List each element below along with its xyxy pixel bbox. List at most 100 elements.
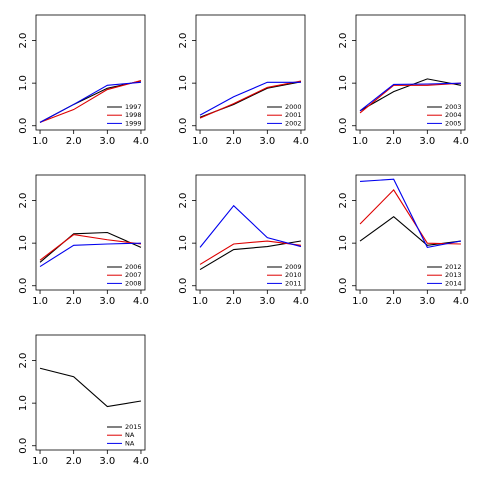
y-tick-label: 2.0 — [338, 33, 349, 49]
x-tick-label: 3.0 — [259, 296, 275, 307]
series-line — [39, 81, 142, 123]
series-line — [199, 81, 301, 116]
legend-label: 2014 — [445, 279, 462, 287]
series-line — [39, 80, 142, 123]
x-tick-label: 4.0 — [133, 296, 149, 307]
legend-label: 2013 — [445, 271, 462, 279]
legend-label: 2010 — [285, 271, 302, 279]
x-tick-label: 1.0 — [32, 456, 48, 467]
series-line — [199, 204, 302, 248]
x-tick-label: 4.0 — [293, 136, 309, 147]
y-tick-label: 1.0 — [18, 235, 29, 251]
x-tick-label: 3.0 — [419, 296, 435, 307]
legend-label: 2011 — [285, 279, 302, 287]
y-tick-label: 1.0 — [338, 235, 349, 251]
x-tick-label: 1.0 — [32, 296, 48, 307]
plot-frame — [195, 14, 306, 131]
plot-frame — [355, 14, 466, 131]
legend-label: 2012 — [445, 263, 462, 271]
x-tick-label: 4.0 — [133, 136, 149, 147]
legend-label: 2001 — [285, 111, 302, 119]
y-tick-label: 2.0 — [18, 353, 29, 369]
y-tick-label: 0.0 — [178, 278, 189, 294]
y-tick-label: 1.0 — [178, 235, 189, 251]
x-tick-label: 2.0 — [226, 136, 242, 147]
y-tick-label: 2.0 — [18, 193, 29, 209]
legend-label: 2009 — [285, 263, 302, 271]
y-tick-label: 1.0 — [18, 395, 29, 411]
plot-frame — [35, 334, 146, 451]
y-tick-label: 1.0 — [338, 75, 349, 91]
x-tick-label: 1.0 — [352, 296, 368, 307]
legend-label: 2008 — [125, 279, 142, 287]
y-tick-label: 0.0 — [18, 118, 29, 134]
y-tick-label: 0.0 — [18, 278, 29, 294]
series-line — [360, 178, 462, 249]
legend-label: 2004 — [445, 111, 462, 119]
x-tick-label: 3.0 — [419, 136, 435, 147]
x-tick-label: 1.0 — [32, 136, 48, 147]
x-tick-label: 4.0 — [453, 296, 469, 307]
x-tick-label: 3.0 — [259, 136, 275, 147]
series-line — [199, 80, 302, 119]
x-tick-label: 2.0 — [226, 296, 242, 307]
plot-frame — [35, 14, 146, 131]
legend-label: 2000 — [285, 103, 302, 111]
series-line — [359, 82, 461, 114]
y-tick-label: 0.0 — [178, 118, 189, 134]
legend-label: 2006 — [125, 263, 142, 271]
x-tick-label: 2.0 — [66, 456, 82, 467]
y-tick-label: 0.0 — [18, 438, 29, 454]
series-line — [359, 82, 461, 112]
legend-label: 2003 — [445, 103, 462, 111]
legend-label: 2015 — [125, 423, 142, 431]
x-tick-label: 1.0 — [192, 136, 208, 147]
x-tick-label: 4.0 — [293, 296, 309, 307]
legend-label: 2007 — [125, 271, 142, 279]
legend-label: NA — [125, 431, 135, 439]
y-tick-label: 2.0 — [178, 193, 189, 209]
x-tick-label: 2.0 — [66, 136, 82, 147]
legend-label: 2005 — [445, 119, 462, 127]
series-line — [39, 367, 142, 408]
series-line — [39, 242, 141, 268]
series-line — [39, 234, 142, 261]
legend-label: 1997 — [125, 103, 142, 111]
x-tick-label: 3.0 — [99, 136, 115, 147]
x-tick-label: 1.0 — [192, 296, 208, 307]
x-tick-label: 3.0 — [99, 456, 115, 467]
series-line — [199, 240, 302, 265]
y-tick-label: 1.0 — [18, 75, 29, 91]
legend-label: 1998 — [125, 111, 142, 119]
x-tick-label: 3.0 — [99, 296, 115, 307]
series-line — [359, 189, 461, 245]
legend-label: NA — [125, 439, 135, 447]
y-tick-label: 2.0 — [338, 193, 349, 209]
x-tick-label: 2.0 — [386, 136, 402, 147]
x-tick-label: 2.0 — [66, 296, 82, 307]
plot-frame — [355, 174, 466, 291]
x-tick-label: 1.0 — [352, 136, 368, 147]
legend-label: 2002 — [285, 119, 302, 127]
y-tick-label: 2.0 — [18, 33, 29, 49]
series-line — [359, 216, 462, 246]
x-tick-label: 2.0 — [386, 296, 402, 307]
x-tick-label: 4.0 — [133, 456, 149, 467]
series-line — [199, 240, 302, 271]
y-tick-label: 1.0 — [178, 75, 189, 91]
plot-frame — [195, 174, 306, 291]
x-tick-label: 4.0 — [453, 136, 469, 147]
legend-label: 1999 — [125, 119, 142, 127]
y-tick-label: 2.0 — [178, 33, 189, 49]
plot-frame — [35, 174, 146, 291]
y-tick-label: 0.0 — [338, 118, 349, 134]
y-tick-label: 0.0 — [338, 278, 349, 294]
